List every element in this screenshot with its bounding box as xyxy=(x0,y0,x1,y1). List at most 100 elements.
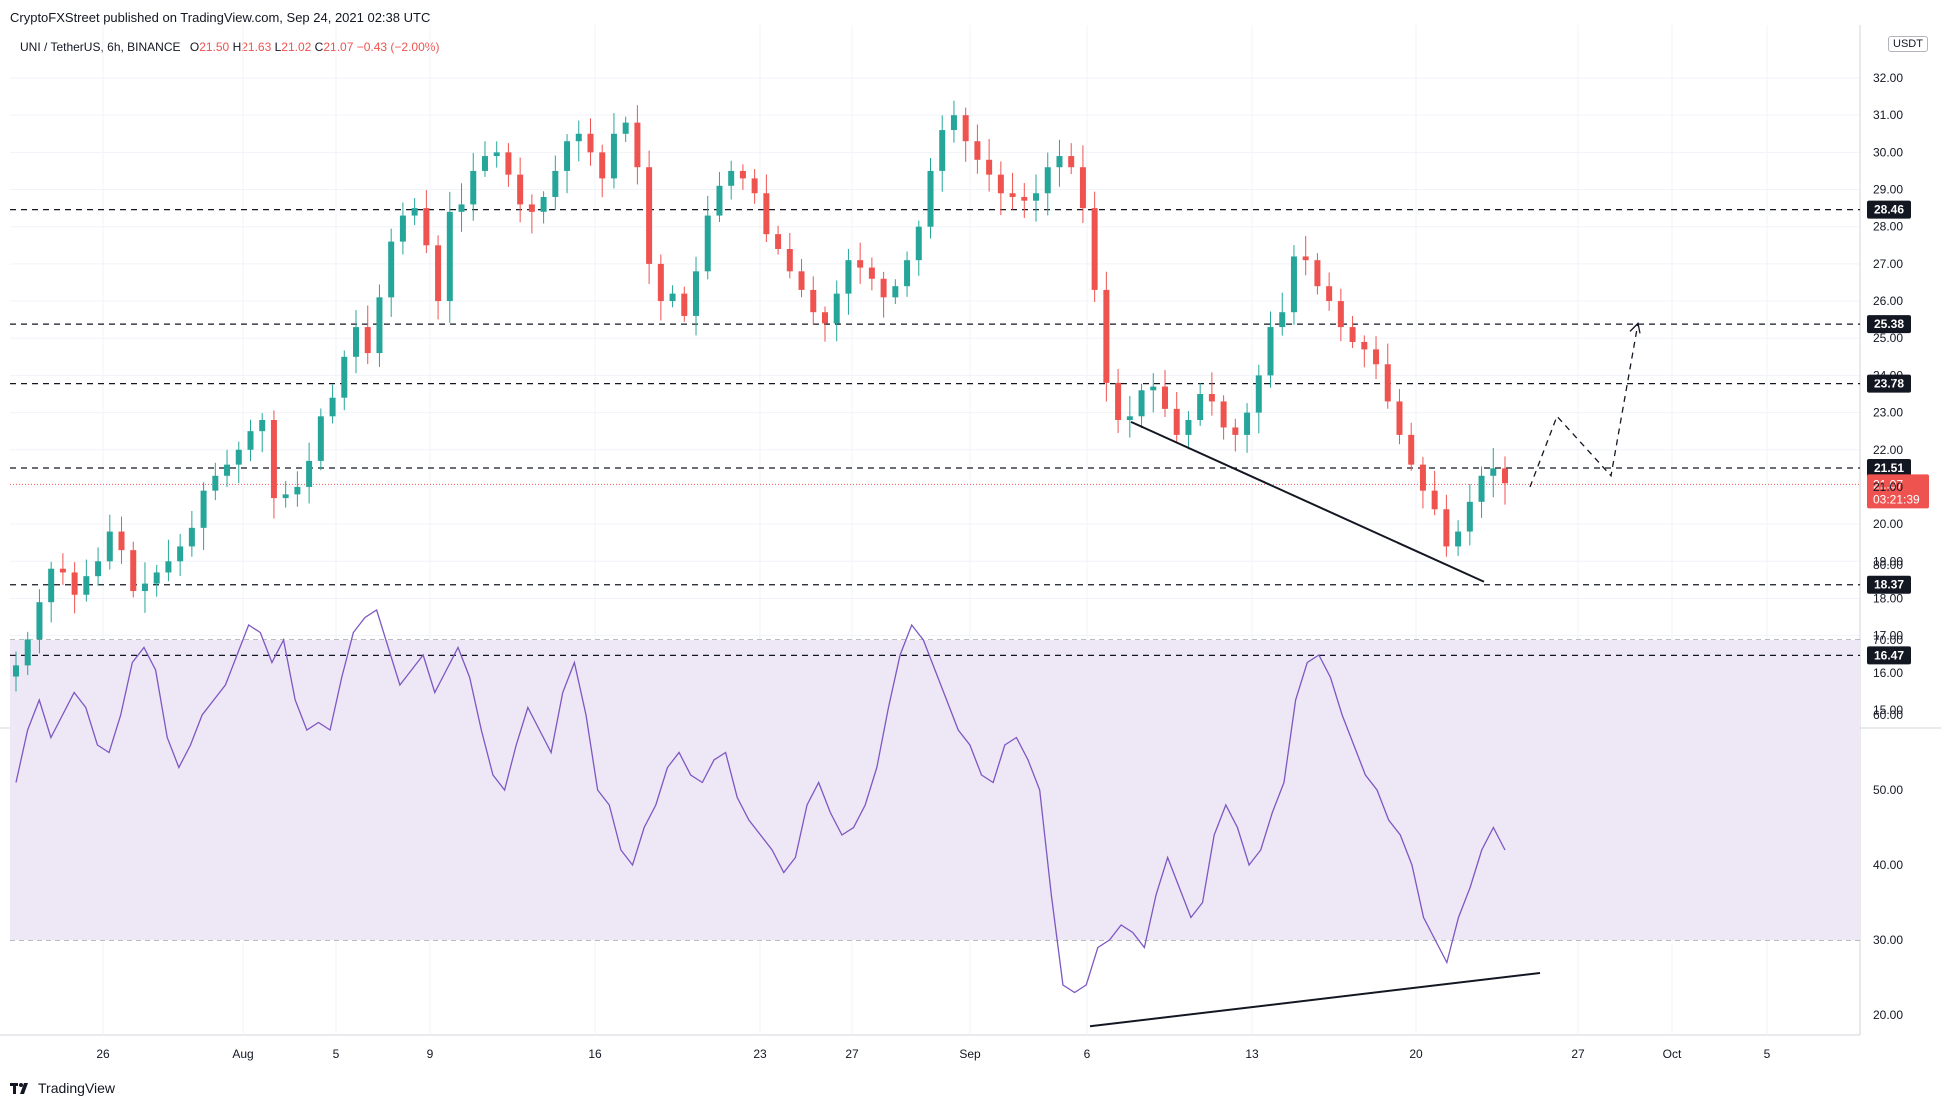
currency-badge[interactable]: USDT xyxy=(1888,36,1928,52)
time-tick-label: Oct xyxy=(1663,1047,1682,1061)
candle-body xyxy=(669,293,676,302)
candle-body xyxy=(1279,312,1286,328)
candle-body xyxy=(1115,382,1122,421)
candle-body xyxy=(939,130,946,171)
candle-body xyxy=(24,639,31,666)
rsi-tick-label: 20.00 xyxy=(1873,1008,1903,1022)
level-badge xyxy=(1867,200,1911,219)
candle-body xyxy=(423,208,430,246)
candle-body xyxy=(833,293,840,324)
candle-body xyxy=(224,464,231,476)
time-tick-label: 26 xyxy=(96,1047,110,1061)
candle-body xyxy=(517,174,524,205)
level-badge xyxy=(1867,315,1911,334)
level-label: 28.46 xyxy=(1874,203,1904,217)
candle-body xyxy=(540,196,547,212)
candle-body xyxy=(317,416,324,461)
candle-body xyxy=(1126,416,1133,421)
level-badge xyxy=(1867,575,1911,594)
price-tick-label: 32.00 xyxy=(1873,71,1903,85)
candle-body xyxy=(71,572,78,595)
candle-body xyxy=(528,204,535,212)
candle-body xyxy=(118,531,125,551)
candle-body xyxy=(1373,349,1380,365)
ohlc-change: −0.43 (−2.00%) xyxy=(356,40,440,54)
candlestick-series xyxy=(13,100,1508,692)
time-tick-label: 27 xyxy=(1571,1047,1585,1061)
price-tick-label: 27.00 xyxy=(1873,257,1903,271)
candle-body xyxy=(1150,386,1157,391)
candle-body xyxy=(657,263,664,302)
candle-body xyxy=(857,260,864,268)
candle-body xyxy=(681,293,688,316)
tradingview-brand: TradingView xyxy=(10,1080,115,1096)
candle-body xyxy=(646,167,653,264)
current-price-badge xyxy=(1867,474,1929,509)
candle-body xyxy=(235,449,242,465)
candle-body xyxy=(353,327,360,357)
support-resistance-levels: 28.46 25.38 23.78 21.51 18.37 16.47 21.0703:21… xyxy=(10,200,1929,665)
candle-body xyxy=(798,271,805,290)
candle-body xyxy=(786,249,793,272)
candle-body xyxy=(1009,193,1016,197)
time-tick-label: 6 xyxy=(1084,1047,1091,1061)
candle-body xyxy=(634,122,641,168)
candle-body xyxy=(188,527,195,547)
candle-body xyxy=(1079,167,1086,209)
candle-body xyxy=(48,568,55,603)
symbol-label: UNI / TetherUS, 6h, BINANCE xyxy=(20,40,181,54)
candle-body xyxy=(435,245,442,302)
candle-body xyxy=(1478,475,1485,502)
price-tick-label: 31.00 xyxy=(1873,108,1903,122)
rsi-tick-label: 30.00 xyxy=(1873,933,1903,947)
candle-body xyxy=(1208,394,1215,402)
candle-body xyxy=(1490,468,1497,476)
time-tick-label: 5 xyxy=(333,1047,340,1061)
candle-body xyxy=(388,241,395,298)
candle-body xyxy=(1267,327,1274,376)
candle-body xyxy=(1408,434,1415,465)
price-tick-label: 24.00 xyxy=(1873,368,1903,382)
candle-body xyxy=(247,431,254,450)
tradingview-logo-icon xyxy=(10,1083,28,1094)
candle-body xyxy=(1290,256,1297,313)
candle-body xyxy=(739,170,746,179)
candle-body xyxy=(716,185,723,216)
candle-body xyxy=(1033,193,1040,201)
candle-body xyxy=(1185,420,1192,435)
price-tick-label: 21.00 xyxy=(1873,480,1903,494)
candle-body xyxy=(130,550,137,592)
candle-body xyxy=(610,133,617,179)
time-tick-label: Aug xyxy=(232,1047,253,1061)
candle-body xyxy=(974,141,981,160)
candle-body xyxy=(622,122,629,134)
current-price-label: 21.07 xyxy=(1873,477,1903,491)
candle-body xyxy=(693,271,700,316)
price-tick-label: 16.00 xyxy=(1873,666,1903,680)
candle-body xyxy=(587,133,594,153)
candle-body xyxy=(1068,156,1075,168)
time-tick-label: 13 xyxy=(1245,1047,1259,1061)
candle-body xyxy=(481,156,488,171)
level-label: 21.51 xyxy=(1874,461,1904,475)
price-tick-label: 18.00 xyxy=(1873,591,1903,605)
candle-body xyxy=(399,215,406,242)
candle-body xyxy=(704,215,711,272)
projection-path xyxy=(1529,323,1639,488)
level-badge xyxy=(1867,646,1911,665)
candle-body xyxy=(1103,289,1110,383)
candle-body xyxy=(141,583,148,592)
candle-body xyxy=(1455,531,1462,547)
rsi-tick-label: 80.00 xyxy=(1873,558,1903,572)
candle-body xyxy=(1396,401,1403,435)
candle-body xyxy=(1302,256,1309,261)
candle-body xyxy=(1502,468,1508,484)
candle-body xyxy=(294,486,301,495)
candle-body xyxy=(845,260,852,294)
price-tick-label: 17.00 xyxy=(1873,629,1903,643)
symbol-legend: UNI / TetherUS, 6h, BINANCE O21.50 H21.6… xyxy=(20,40,439,54)
candle-body xyxy=(1197,394,1204,421)
candle-body xyxy=(950,115,957,131)
candle-body xyxy=(1161,386,1168,409)
